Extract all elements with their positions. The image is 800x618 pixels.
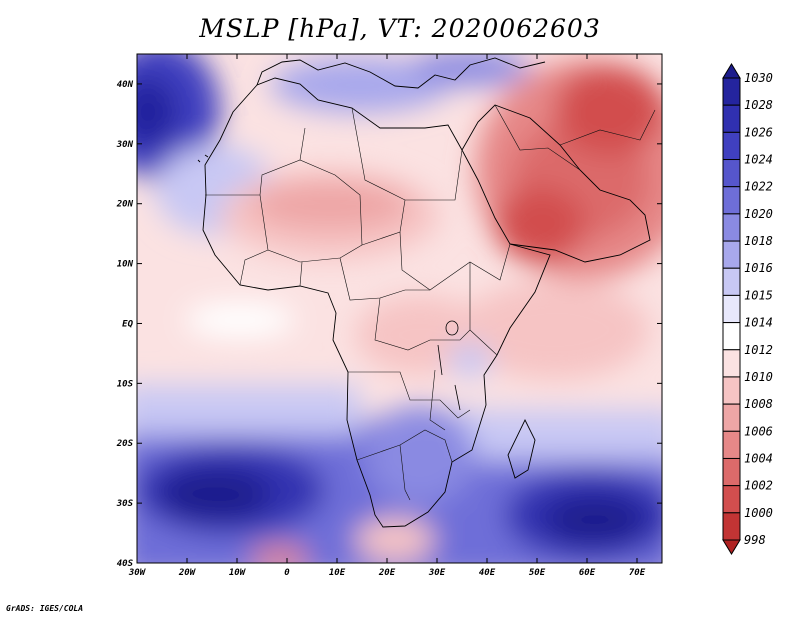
colorbar-segment	[722, 485, 741, 514]
lon-label: 30E	[428, 568, 446, 578]
pressure-field	[137, 54, 662, 563]
lat-label: 30S	[116, 499, 134, 509]
colorbar-label: 1002	[744, 479, 773, 493]
colorbar-segment	[722, 77, 741, 106]
lon-label: 60E	[579, 568, 596, 578]
lakes	[437, 320, 461, 411]
colorbar-label: 1028	[744, 98, 773, 112]
colorbar-segment	[722, 349, 741, 378]
madagascar-coastline	[507, 418, 536, 479]
colorbar-segment	[722, 403, 741, 432]
colorbar-label: 998	[744, 533, 766, 547]
europe-coastline	[256, 57, 546, 89]
colorbar-label: 1015	[744, 288, 773, 302]
lon-label: 10E	[329, 568, 346, 578]
lat-label: 10S	[117, 379, 134, 389]
colorbar-label: 1022	[744, 180, 773, 194]
colorbar-segment	[722, 512, 741, 541]
colorbar-segment	[722, 294, 741, 324]
colorbar-top-arrow	[722, 63, 741, 79]
lon-label: 20E	[378, 568, 396, 578]
coastlines	[197, 57, 651, 528]
lon-label: 70E	[629, 568, 646, 578]
colorbar-segment	[722, 322, 741, 351]
colorbar-label: 1018	[744, 234, 773, 248]
colorbar-label: 1026	[744, 125, 773, 139]
colorbar-segment	[722, 240, 741, 269]
colorbar-label: 1004	[744, 451, 773, 465]
lat-label: 10N	[117, 260, 134, 270]
lon-label: 50E	[529, 568, 546, 578]
arabia-coastline	[461, 104, 651, 263]
mslp-map: 40N 30N 20N 10N EQ 10S 20S 30S 40S 30W 20W 10W 0 10E…	[116, 53, 773, 578]
colorbar-label: 1014	[744, 316, 773, 330]
lon-label: 0	[284, 568, 290, 578]
canary-islands	[197, 154, 209, 163]
colorbar-label: 1030	[744, 71, 773, 85]
colorbar-bottom-arrow	[722, 539, 741, 555]
colorbar-segment	[722, 457, 741, 487]
map-frame	[136, 53, 663, 564]
lat-label: 20N	[116, 200, 134, 210]
colorbar-segment	[722, 430, 741, 459]
colorbar-label: 1006	[744, 424, 773, 438]
colorbar: 1030 1028 1026 1024 1022 1020 1018 1016 1015 1014…	[722, 63, 773, 555]
colorbar-label: 1010	[744, 370, 773, 384]
longitude-axis: 30W 20W 10W 0 10E 20E 30E 40E 50E 60E 70E	[128, 54, 646, 578]
colorbar-segment	[722, 131, 741, 161]
lon-label: 30W	[128, 568, 147, 578]
lat-label: EQ	[122, 319, 133, 329]
lon-label: 10W	[229, 568, 247, 578]
colorbar-label: 1024	[744, 153, 773, 167]
lon-label: 20W	[178, 568, 197, 578]
colorbar-segment	[722, 186, 741, 215]
lat-label: 20S	[116, 439, 134, 449]
footer-credit: GrADS: IGES/COLA	[6, 604, 84, 613]
colorbar-label: 1012	[744, 343, 773, 357]
lon-label: 40E	[479, 568, 496, 578]
colorbar-label: 1000	[744, 506, 773, 520]
lat-label: 30N	[116, 140, 134, 150]
colorbar-segment	[722, 213, 741, 242]
lat-label: 40S	[117, 559, 134, 569]
colorbar-segment	[722, 267, 741, 296]
africa-coastline	[202, 77, 551, 528]
colorbar-label: 1016	[744, 261, 773, 275]
latitude-axis: 40N 30N 20N 10N EQ 10S 20S 30S 40S	[116, 80, 662, 569]
colorbar-label: 1020	[744, 207, 773, 221]
colorbar-segment	[722, 159, 741, 188]
colorbar-segment	[722, 104, 741, 133]
lat-label: 40N	[117, 80, 134, 90]
map-title: MSLP [hPa], VT: 2020062603	[199, 14, 601, 43]
colorbar-segment	[722, 376, 741, 405]
colorbar-label: 1008	[744, 397, 773, 411]
country-borders	[205, 104, 656, 501]
